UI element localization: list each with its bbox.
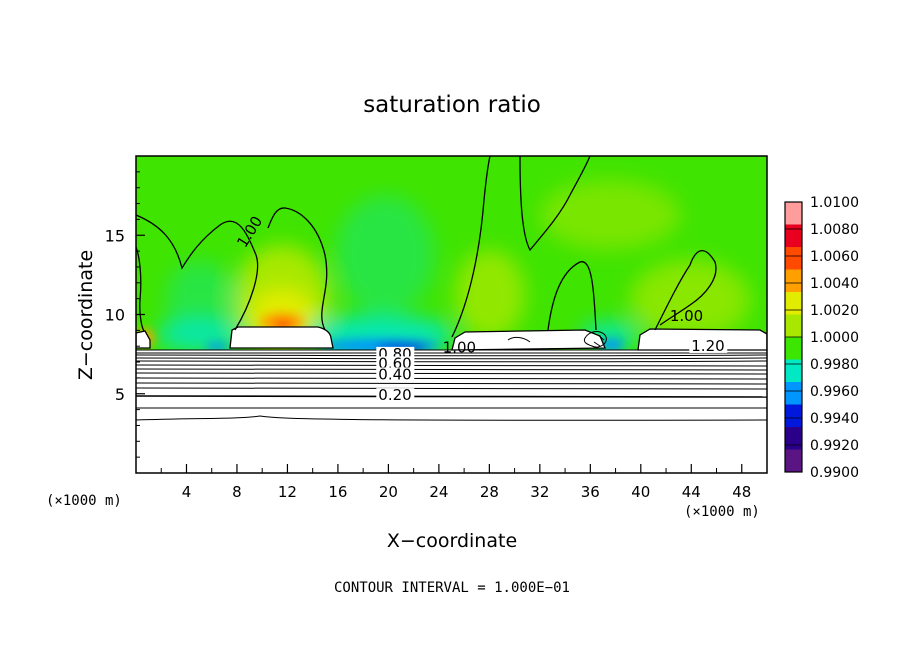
colorbar-label: 0.9940 bbox=[810, 411, 859, 427]
small-contours bbox=[507, 331, 607, 348]
colorbar-label: 1.0000 bbox=[810, 330, 859, 346]
contour-label: 0.20 bbox=[378, 386, 411, 404]
colorbar-label: 0.9960 bbox=[810, 384, 859, 400]
x-unit-right: (×1000 m) bbox=[684, 504, 760, 520]
x-tick-label: 20 bbox=[379, 483, 398, 501]
saturation-field bbox=[136, 156, 767, 350]
colorbar-swatch bbox=[785, 247, 802, 270]
colorbar: 1.0100 1.0080 1.0060 1.0040 1.0020 1.0000 0.99… bbox=[784, 195, 859, 481]
y-tick-label: 5 bbox=[115, 385, 125, 404]
contour-label-bg bbox=[376, 388, 415, 403]
colorbar-swatch bbox=[785, 292, 802, 315]
x-tick-label: 4 bbox=[182, 483, 192, 501]
colorbar-label: 1.0100 bbox=[810, 195, 859, 211]
colorbar-swatch bbox=[785, 314, 802, 338]
colorbar-label: 0.9920 bbox=[810, 438, 859, 454]
contour-label-group: 1.001.001.001.200.800.600.400.20 bbox=[233, 213, 728, 404]
colorbar-label: 0.9900 bbox=[810, 465, 859, 481]
colorbar-label: 1.0040 bbox=[810, 276, 859, 292]
x-axis-label: X−coordinate bbox=[387, 530, 517, 552]
colorbar-label: 1.0080 bbox=[810, 222, 859, 238]
colorbar-swatch bbox=[785, 382, 802, 405]
x-tick-label: 40 bbox=[631, 483, 650, 501]
contour-label: 1.20 bbox=[691, 337, 724, 355]
x-tick-label: 12 bbox=[278, 483, 297, 501]
x-tick-label: 36 bbox=[581, 483, 600, 501]
x-tick-label: 48 bbox=[732, 483, 751, 501]
x-tick-label: 16 bbox=[328, 483, 347, 501]
contour-label-bg bbox=[689, 338, 728, 353]
colorbar-swatch bbox=[785, 224, 802, 248]
colorbar-label: 1.0060 bbox=[810, 249, 859, 265]
colorbar-swatch bbox=[785, 404, 802, 428]
contour-label: 1.00 bbox=[443, 339, 476, 357]
contour-label-bg bbox=[376, 367, 415, 382]
y-axis: 5 10 15 bbox=[105, 171, 145, 458]
colorbar-swatch bbox=[785, 427, 802, 450]
x-unit-left: (×1000 m) bbox=[46, 493, 122, 509]
colorbar-swatch bbox=[785, 359, 802, 383]
x-tick-label: 44 bbox=[682, 483, 701, 501]
contour-label: 0.40 bbox=[378, 365, 411, 383]
y-axis-label: Z−coordinate bbox=[75, 250, 97, 380]
colorbar-label: 0.9980 bbox=[810, 357, 859, 373]
upper-contours bbox=[136, 156, 717, 338]
colorbar-label: 1.0020 bbox=[810, 303, 859, 319]
y-tick-label: 10 bbox=[105, 306, 125, 325]
colorbar-swatch bbox=[785, 449, 802, 473]
x-tick-label: 8 bbox=[232, 483, 242, 501]
x-tick-label: 28 bbox=[480, 483, 499, 501]
y-tick-label: 15 bbox=[105, 226, 125, 245]
contour-label: 1.00 bbox=[670, 307, 703, 325]
x-tick-label: 32 bbox=[530, 483, 549, 501]
colorbar-swatch bbox=[785, 337, 802, 360]
x-tick-label: 24 bbox=[429, 483, 448, 501]
plot-area: 1.001.001.001.200.800.600.400.20 bbox=[136, 156, 767, 473]
x-axis: 4 8 12 16 20 24 28 32 36 40 44 48 bbox=[160, 464, 751, 501]
colorbar-swatch bbox=[785, 269, 802, 293]
contour-interval-note: CONTOUR INTERVAL = 1.000E−01 bbox=[334, 580, 570, 596]
chart-title: saturation ratio bbox=[363, 92, 541, 118]
contour-label-bg bbox=[376, 356, 415, 371]
colorbar-swatch bbox=[785, 202, 802, 225]
